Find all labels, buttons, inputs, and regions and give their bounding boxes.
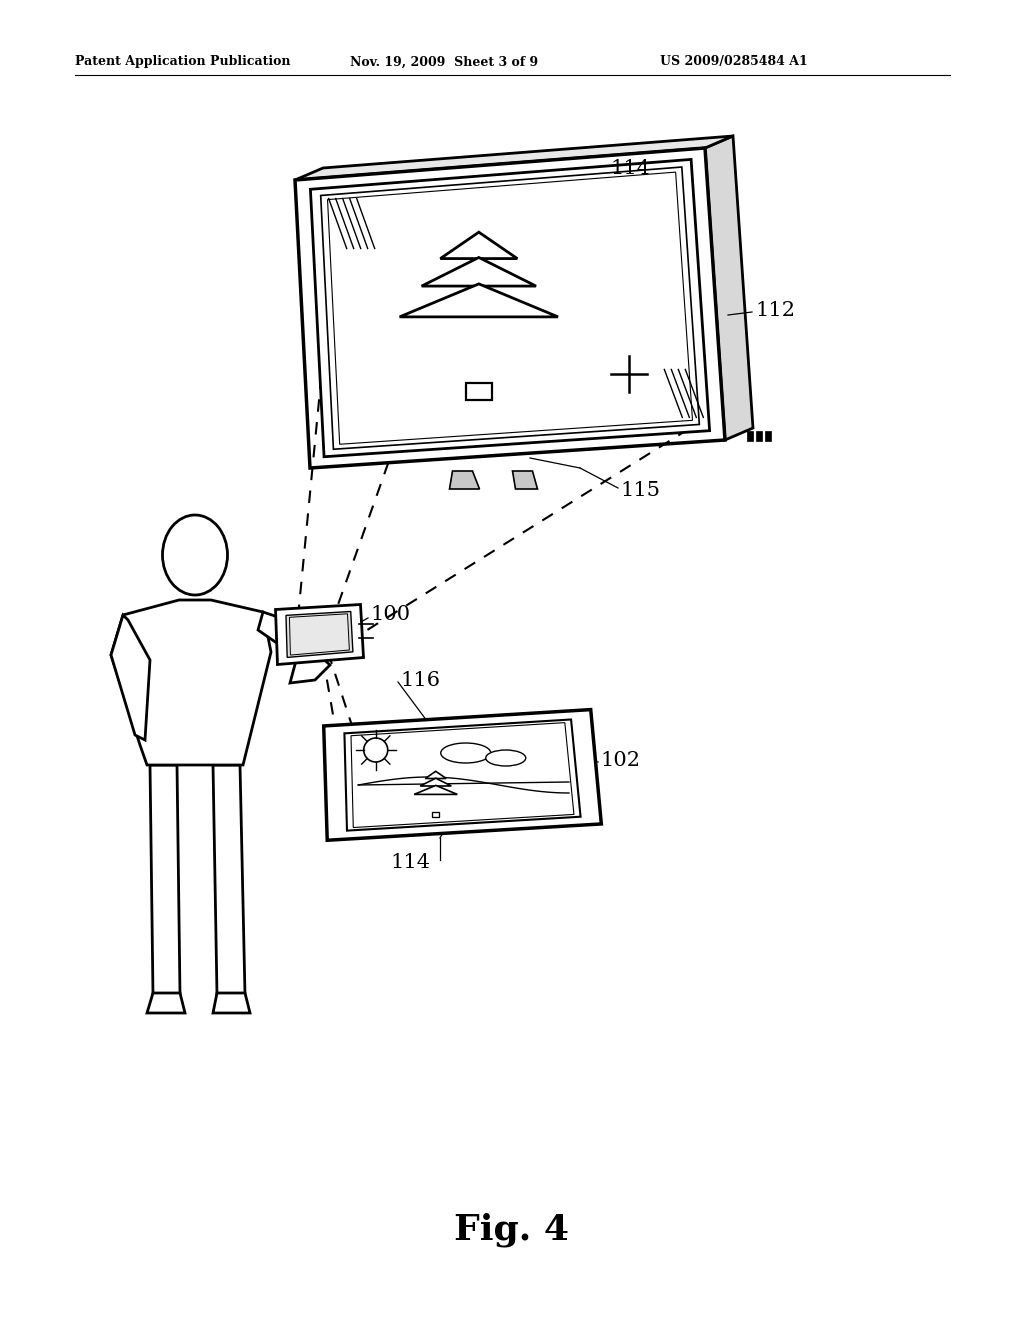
Ellipse shape — [485, 750, 525, 766]
Text: 115: 115 — [620, 480, 660, 499]
Polygon shape — [258, 612, 325, 657]
Polygon shape — [150, 766, 180, 995]
Polygon shape — [290, 653, 330, 682]
Polygon shape — [512, 471, 538, 488]
Text: Nov. 19, 2009  Sheet 3 of 9: Nov. 19, 2009 Sheet 3 of 9 — [350, 55, 539, 69]
Polygon shape — [466, 383, 492, 400]
Polygon shape — [275, 605, 364, 664]
Bar — [756, 432, 762, 441]
Polygon shape — [328, 172, 692, 445]
Polygon shape — [440, 232, 517, 259]
Polygon shape — [295, 136, 733, 180]
Text: 112: 112 — [755, 301, 795, 319]
Text: Patent Application Publication: Patent Application Publication — [75, 55, 291, 69]
Polygon shape — [321, 168, 699, 449]
Text: 114: 114 — [390, 853, 430, 871]
Text: 114: 114 — [610, 158, 650, 177]
Text: Fig. 4: Fig. 4 — [455, 1213, 569, 1247]
Ellipse shape — [440, 743, 490, 763]
Polygon shape — [344, 719, 581, 830]
Polygon shape — [414, 785, 458, 795]
Polygon shape — [213, 766, 245, 995]
Polygon shape — [147, 993, 185, 1012]
Polygon shape — [111, 615, 150, 741]
Polygon shape — [705, 136, 753, 440]
Polygon shape — [213, 993, 250, 1012]
Polygon shape — [335, 715, 590, 836]
Circle shape — [364, 738, 388, 762]
Polygon shape — [422, 257, 536, 286]
Bar — [746, 432, 753, 441]
Ellipse shape — [163, 515, 227, 595]
Polygon shape — [420, 779, 452, 785]
Polygon shape — [286, 611, 353, 657]
Polygon shape — [351, 722, 573, 828]
Bar — [765, 432, 771, 441]
Text: 116: 116 — [400, 671, 440, 689]
Polygon shape — [111, 601, 271, 766]
Polygon shape — [399, 284, 558, 317]
Polygon shape — [432, 812, 439, 817]
Polygon shape — [290, 614, 349, 655]
Polygon shape — [310, 160, 710, 457]
Text: US 2009/0285484 A1: US 2009/0285484 A1 — [660, 55, 808, 69]
Polygon shape — [425, 771, 446, 779]
Polygon shape — [295, 148, 725, 469]
Text: 100: 100 — [370, 606, 411, 624]
Text: 102: 102 — [600, 751, 640, 770]
Polygon shape — [324, 710, 601, 841]
Polygon shape — [450, 471, 479, 488]
